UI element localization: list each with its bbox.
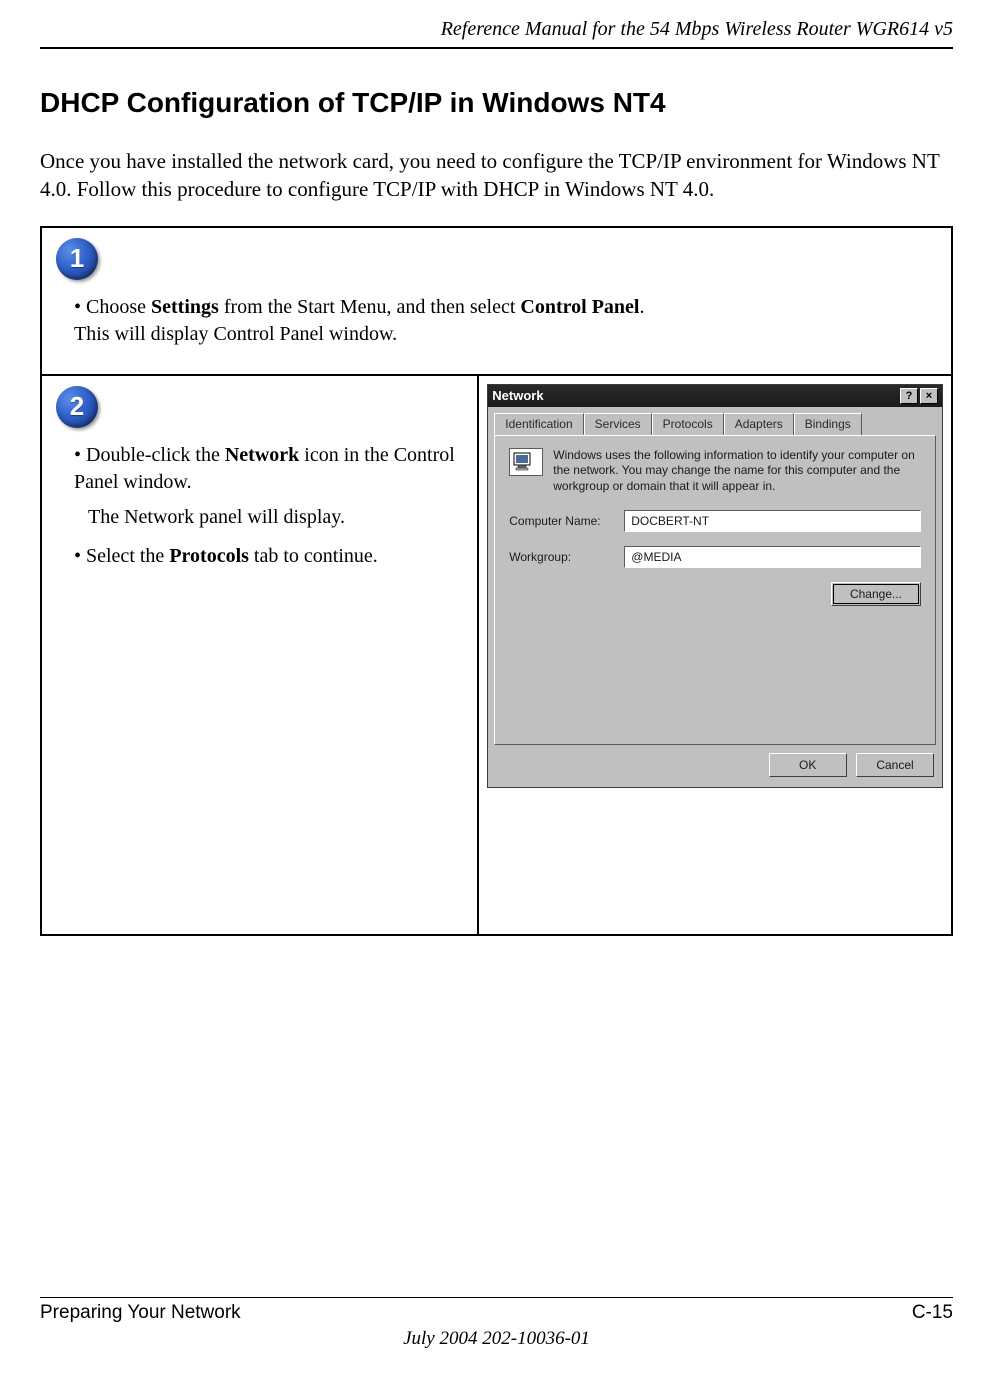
step-1-bullet: • Choose Settings from the Start Menu, a… (74, 294, 937, 348)
workgroup-label: Workgroup: (509, 550, 624, 564)
step-2-row: 2 • Double-click the Network icon in the… (41, 375, 952, 935)
dialog-title: Network (492, 388, 543, 403)
close-button[interactable]: × (920, 388, 938, 404)
footer-top-line: Preparing Your Network C-15 (40, 1297, 953, 1324)
change-button-row: Change... (509, 582, 921, 606)
description-text: Windows uses the following information t… (553, 448, 921, 495)
network-dialog: Network ? × Identification Services Prot… (487, 384, 943, 788)
step1-bold2: Control Panel (520, 296, 639, 318)
page-header: Reference Manual for the 54 Mbps Wireles… (40, 0, 953, 49)
intro-paragraph: Once you have installed the network card… (40, 147, 953, 204)
tab-adapters[interactable]: Adapters (724, 413, 794, 435)
footer-section-name: Preparing Your Network (40, 1302, 241, 1324)
cancel-button[interactable]: Cancel (856, 753, 934, 777)
step2-b1-text: • Double-click the Network icon in the C… (74, 442, 463, 496)
tab-protocols[interactable]: Protocols (652, 413, 724, 435)
computer-name-label: Computer Name: (509, 514, 624, 528)
tab-services[interactable]: Services (584, 413, 652, 435)
change-button[interactable]: Change... (831, 582, 921, 606)
step2-b1-bold: Network (225, 444, 299, 466)
tab-identification[interactable]: Identification (494, 413, 583, 435)
step1-prefix: • Choose (74, 296, 151, 318)
tab-bindings[interactable]: Bindings (794, 413, 862, 435)
section-title: DHCP Configuration of TCP/IP in Windows … (40, 87, 953, 119)
help-button[interactable]: ? (900, 388, 918, 404)
computer-name-input[interactable]: DOCBERT-NT (624, 510, 921, 532)
step1-suffix: . (639, 296, 644, 318)
titlebar-buttons: ? × (900, 388, 938, 404)
tab-strip: Identification Services Protocols Adapte… (488, 407, 942, 435)
step2-b2-prefix: • Select the (74, 545, 169, 567)
manual-title: Reference Manual for the 54 Mbps Wireles… (441, 18, 953, 40)
steps-table: 1 • Choose Settings from the Start Menu,… (40, 226, 953, 936)
step-1-row: 1 • Choose Settings from the Start Menu,… (41, 227, 952, 375)
step-2-bullet-2: • Select the Protocols tab to continue. (74, 543, 463, 570)
step-2-content: • Double-click the Network icon in the C… (56, 442, 463, 570)
step2-b2-suffix: tab to continue. (249, 545, 378, 567)
dialog-titlebar: Network ? × (488, 385, 942, 407)
computer-icon (509, 448, 543, 476)
description-row: Windows uses the following information t… (509, 448, 921, 495)
step2-b2-bold: Protocols (169, 545, 249, 567)
footer-date: July 2004 202-10036-01 (40, 1328, 953, 1350)
dialog-button-row: OK Cancel (488, 753, 942, 787)
step1-bold1: Settings (151, 296, 219, 318)
computer-name-row: Computer Name: DOCBERT-NT (509, 510, 921, 532)
step1-mid: from the Start Menu, and then select (219, 296, 521, 318)
step2-para: The Network panel will display. (88, 504, 463, 531)
step-1-text: • Choose Settings from the Start Menu, a… (74, 294, 937, 348)
workgroup-input[interactable]: @MEDIA (624, 546, 921, 568)
step1-line2: This will display Control Panel window. (74, 323, 397, 345)
step2-b2-text: • Select the Protocols tab to continue. (74, 543, 463, 570)
step-1-cell: 1 • Choose Settings from the Start Menu,… (41, 227, 952, 375)
footer-page-number: C-15 (912, 1302, 953, 1324)
tab-panel-identification: Windows uses the following information t… (494, 435, 936, 745)
step-1-content: • Choose Settings from the Start Menu, a… (56, 294, 937, 348)
step-1-badge: 1 (56, 238, 98, 280)
page-footer: Preparing Your Network C-15 July 2004 20… (40, 1297, 953, 1350)
step-2-right-cell: Network ? × Identification Services Prot… (478, 375, 952, 935)
step-2-left-cell: 2 • Double-click the Network icon in the… (41, 375, 478, 935)
step-2-badge: 2 (56, 386, 98, 428)
step2-b1-prefix: • Double-click the (74, 444, 225, 466)
ok-button[interactable]: OK (769, 753, 847, 777)
workgroup-row: Workgroup: @MEDIA (509, 546, 921, 568)
step-2-bullet-1: • Double-click the Network icon in the C… (74, 442, 463, 496)
